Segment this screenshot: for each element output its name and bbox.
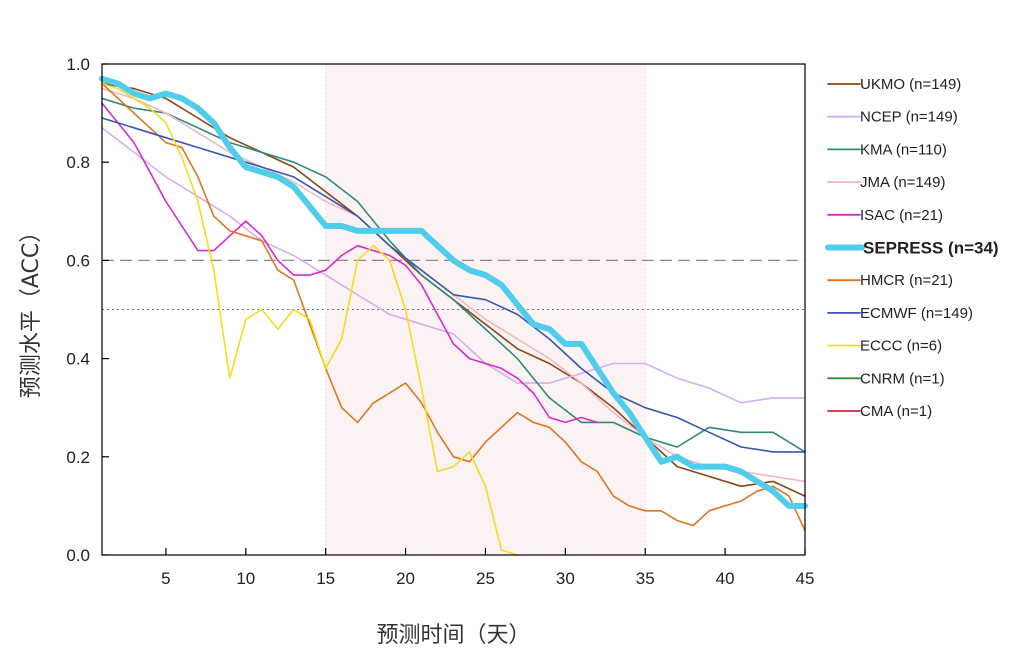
series-line-isac: [101, 102, 599, 424]
y-axis-ticks: 0.0 0.2 0.4 0.6 0.8 1.0: [66, 55, 109, 565]
x-tick-label: 40: [716, 569, 735, 588]
legend-label: UKMO (n=149): [860, 76, 961, 93]
series-line-ncep: [101, 127, 806, 404]
x-tick-label: 15: [316, 569, 335, 588]
x-axis-ticks: 5 10 15 20 25 30 35 40 45: [161, 548, 814, 588]
x-tick-label: 10: [236, 569, 255, 588]
y-tick-label: 0.8: [66, 153, 90, 172]
x-axis-title: 预测时间（天）: [376, 623, 530, 648]
y-tick-label: 0.6: [66, 251, 90, 270]
legend-label: NCEP (n=149): [860, 109, 958, 126]
plot-frame: [101, 63, 806, 556]
x-tick-label: 30: [556, 569, 575, 588]
legend-label: JMA (n=149): [860, 174, 945, 191]
series-line-hmcr: [101, 82, 806, 532]
series-line-kma: [101, 97, 806, 453]
x-tick-label: 20: [396, 569, 415, 588]
legend: UKMO (n=149) NCEP (n=149) KMA (n=110) JMA (…: [825, 76, 999, 420]
y-axis-title: 预测水平（ACC）: [19, 221, 44, 398]
x-tick-label: 35: [636, 569, 655, 588]
legend-label: ECCC (n=6): [860, 338, 942, 355]
legend-label: ECMWF (n=149): [860, 305, 973, 322]
series-line-ecmwf: [101, 117, 806, 453]
y-tick-label: 1.0: [66, 55, 90, 74]
legend-label: ISAC (n=21): [860, 207, 943, 224]
legend-label: SEPRESS (n=34): [863, 239, 999, 258]
x-tick-label: 5: [161, 569, 170, 588]
x-tick-label: 25: [476, 569, 495, 588]
y-tick-label: 0.2: [66, 448, 90, 467]
y-tick-label: 0.4: [66, 350, 90, 369]
series-layer: [99, 75, 808, 556]
series-line-eccc: [101, 82, 519, 556]
y-tick-label: 0.0: [66, 546, 90, 565]
legend-label: HMCR (n=21): [860, 272, 953, 289]
legend-label: CMA (n=1): [860, 403, 932, 420]
legend-label: CNRM (n=1): [860, 370, 945, 387]
series-line-sepress: [99, 75, 808, 509]
legend-label: KMA (n=110): [860, 141, 947, 158]
x-tick-label: 45: [796, 569, 815, 588]
